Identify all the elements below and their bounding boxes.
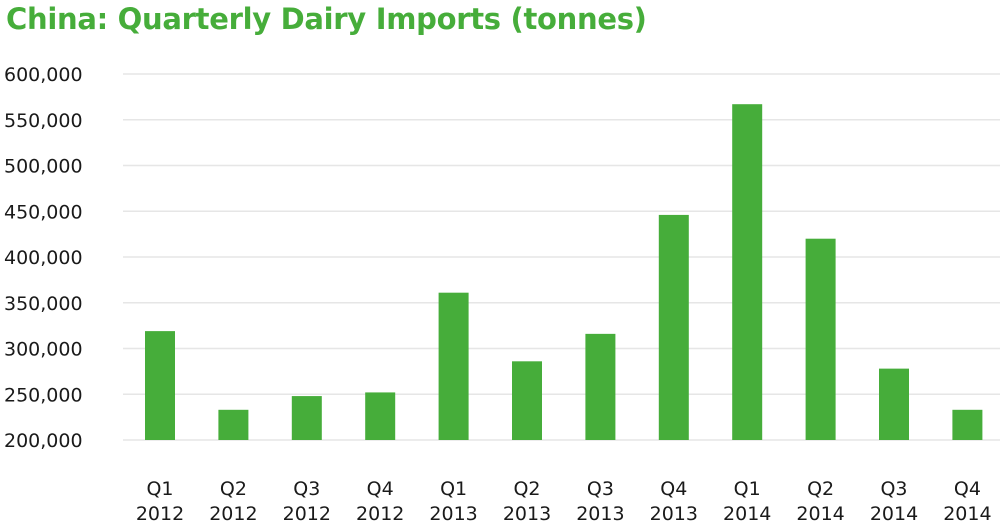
x-tick-label-quarter: Q2 bbox=[807, 478, 834, 500]
x-tick-label-quarter: Q1 bbox=[440, 478, 467, 500]
x-tick-label-quarter: Q3 bbox=[587, 478, 614, 500]
x-tick-label-year: 2012 bbox=[283, 503, 331, 523]
x-tick-label-quarter: Q3 bbox=[880, 478, 907, 500]
bar bbox=[291, 396, 322, 440]
x-tick-label-quarter: Q4 bbox=[954, 478, 981, 500]
bar bbox=[438, 292, 469, 440]
x-tick-label-year: 2012 bbox=[356, 503, 404, 523]
x-tick-label-quarter: Q1 bbox=[734, 478, 761, 500]
bar bbox=[805, 238, 836, 440]
x-tick-label-year: 2013 bbox=[503, 503, 551, 523]
y-axis: 200,000 250,000 300,000 350,000 400,000 450,0… bbox=[4, 64, 83, 452]
bar bbox=[732, 104, 763, 440]
y-tick-label: 350,000 bbox=[4, 293, 83, 315]
x-tick-label-year: 2013 bbox=[650, 503, 698, 523]
x-tick-label-quarter: Q2 bbox=[220, 478, 247, 500]
bar bbox=[585, 333, 616, 440]
x-tick-label-year: 2012 bbox=[209, 503, 257, 523]
x-tick-label-year: 2013 bbox=[429, 503, 477, 523]
bar bbox=[952, 409, 983, 440]
bar bbox=[658, 214, 689, 440]
x-tick-label-year: 2014 bbox=[943, 503, 991, 523]
y-tick-label: 600,000 bbox=[4, 64, 83, 86]
chart-title: China: Quarterly Dairy Imports (tonnes) bbox=[6, 2, 647, 36]
y-tick-label: 200,000 bbox=[4, 430, 83, 452]
x-tick-label-year: 2014 bbox=[870, 503, 918, 523]
bar bbox=[218, 409, 249, 440]
y-tick-label: 550,000 bbox=[4, 110, 83, 132]
x-tick-label-quarter: Q3 bbox=[293, 478, 320, 500]
x-tick-label-year: 2013 bbox=[576, 503, 624, 523]
x-tick-label-year: 2014 bbox=[796, 503, 844, 523]
x-axis: Q1 2012 Q2 2012 Q3 2012 Q4 2012 Q1 2013 Q2 2013 Q3 20… bbox=[136, 478, 992, 523]
bars bbox=[145, 104, 983, 440]
bar bbox=[365, 392, 396, 440]
x-tick-label-quarter: Q4 bbox=[367, 478, 394, 500]
y-tick-label: 450,000 bbox=[4, 201, 83, 223]
y-tick-label: 400,000 bbox=[4, 247, 83, 269]
x-tick-label-quarter: Q2 bbox=[513, 478, 540, 500]
y-tick-label: 250,000 bbox=[4, 384, 83, 406]
bar bbox=[512, 361, 542, 440]
x-tick-label-year: 2012 bbox=[136, 503, 184, 523]
bar bbox=[879, 368, 909, 440]
x-tick-label-quarter: Q4 bbox=[660, 478, 687, 500]
x-tick-label-quarter: Q1 bbox=[146, 478, 173, 500]
y-tick-label: 500,000 bbox=[4, 156, 83, 178]
x-tick-label-year: 2014 bbox=[723, 503, 771, 523]
bar bbox=[145, 331, 175, 440]
y-tick-label: 300,000 bbox=[4, 339, 83, 361]
gridlines bbox=[123, 73, 1000, 441]
